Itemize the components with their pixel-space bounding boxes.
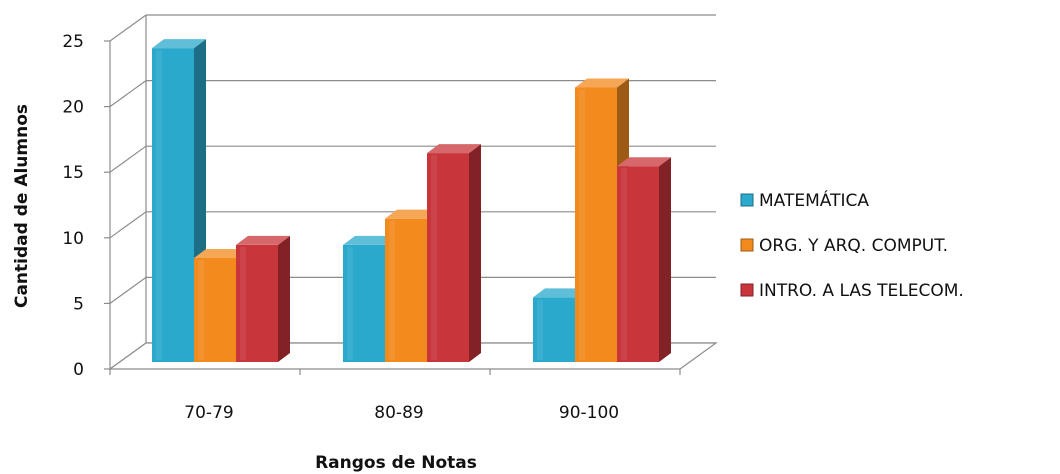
bar-highlight	[621, 168, 627, 360]
bar-top	[427, 144, 481, 154]
bar-top	[533, 288, 587, 298]
x-tick-label: 80-89	[374, 403, 423, 423]
y-tick-label: 10	[62, 229, 84, 249]
bar-top	[575, 78, 629, 88]
legend-item: ORG. Y ARQ. COMPUT.	[740, 236, 948, 256]
bar-highlight	[431, 155, 437, 360]
bar-highlight	[156, 50, 162, 361]
y-axis-title: Cantidad de Alumnos	[12, 104, 32, 308]
bar-highlight	[389, 220, 395, 360]
bar	[427, 144, 481, 362]
legend-swatch	[740, 238, 754, 252]
bar-top	[194, 249, 248, 259]
x-axis-title: Rangos de Notas	[315, 453, 477, 473]
bar	[617, 157, 671, 362]
x-tick-label: 70-79	[184, 403, 233, 423]
bar	[236, 235, 290, 362]
legend-label: ORG. Y ARQ. COMPUT.	[759, 236, 948, 256]
bar-highlight	[240, 246, 246, 360]
legend-item: INTRO. A LAS TELECOM.	[740, 281, 964, 301]
bar-top	[385, 209, 439, 219]
legend-label: INTRO. A LAS TELECOM.	[759, 281, 964, 301]
y-tick-label: 25	[62, 32, 84, 52]
x-tick-label: 90-100	[559, 403, 619, 423]
y-tick-label: 0	[73, 360, 84, 380]
bar-side	[469, 144, 481, 362]
bar	[343, 235, 397, 362]
y-tick-label: 20	[62, 98, 84, 118]
bar-highlight	[537, 299, 543, 360]
bar-top	[152, 39, 206, 49]
tick-labels: 0 5 10 15 20 25 70-79 80-89 90-100	[62, 32, 619, 423]
bar-side	[659, 157, 671, 362]
y-tick-label: 15	[62, 163, 84, 183]
gridline-diagonal	[109, 145, 147, 173]
legend: MATEMÁTICA ORG. Y ARQ. COMPUT. INTRO. A LA…	[740, 189, 964, 301]
gridline-diagonal	[109, 80, 147, 108]
gridline-diagonal	[109, 276, 147, 304]
legend-label: MATEMÁTICA	[759, 189, 869, 211]
bar-side	[278, 235, 290, 362]
legend-swatch	[740, 283, 754, 297]
bar-top	[617, 157, 671, 167]
legend-swatch	[740, 193, 754, 207]
bar-highlight	[198, 260, 204, 360]
bar-top	[236, 235, 290, 245]
bar	[152, 39, 206, 363]
legend-item: MATEMÁTICA	[740, 189, 869, 211]
bar-highlight	[347, 246, 353, 360]
bar-top	[343, 235, 397, 245]
gridline-diagonal	[109, 14, 147, 42]
gridline-diagonal	[109, 211, 147, 239]
bars	[152, 39, 671, 363]
y-tick-label: 5	[73, 294, 84, 314]
bar-highlight	[579, 89, 585, 360]
